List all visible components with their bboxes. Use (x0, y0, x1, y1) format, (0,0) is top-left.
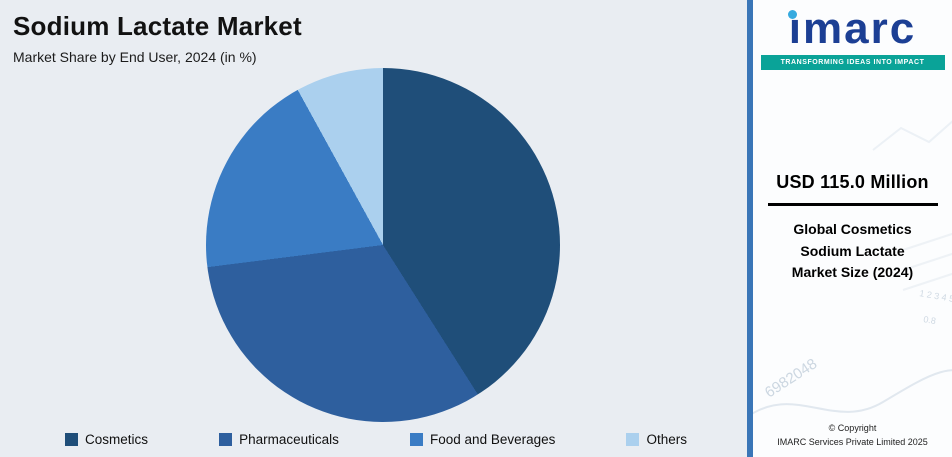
metric-divider (767, 203, 938, 206)
metric-label: Global Cosmetics Sodium Lactate Market S… (791, 221, 914, 281)
watermark-background: 1 2 3 4 5 0.8 6982048 (753, 120, 952, 415)
metric-value: USD 115.0 Million (776, 172, 929, 192)
legend-item: Pharmaceuticals (219, 432, 339, 447)
chart-header: Sodium Lactate Market Market Share by En… (13, 11, 302, 65)
imarc-logo-text: ımarc (788, 4, 917, 53)
chart-subtitle: Market Share by End User, 2024 (in %) (13, 49, 257, 65)
legend-item: Others (626, 432, 687, 447)
imarc-tagline: TRANSFORMING IDEAS INTO IMPACT (760, 55, 945, 70)
legend: Cosmetics Pharmaceuticals Food and Beverag… (0, 432, 747, 447)
legend-swatch (65, 433, 78, 446)
legend-label: Others (646, 432, 687, 447)
legend-label: Pharmaceuticals (239, 432, 339, 447)
market-size-metric: USD 115.0 Million Global Cosmetics Sodiu… (753, 172, 952, 284)
copyright-notice: © Copyright IMARC Services Private Limit… (753, 422, 952, 450)
copyright-line1: © Copyright (828, 423, 877, 434)
brand-sidebar: 1 2 3 4 5 0.8 6982048 ımarc TRANSFORMING… (747, 0, 952, 457)
watermark-line-chart (872, 120, 952, 151)
legend-swatch (626, 433, 640, 446)
imarc-logo-dot-icon (787, 10, 797, 19)
copyright-line2: IMARC Services Private Limited 2025 (777, 437, 928, 448)
chart-panel: Sodium Lactate Market Market Share by En… (0, 0, 747, 457)
legend-swatch (410, 433, 424, 446)
legend-label: Food and Beverages (430, 432, 556, 447)
legend-swatch (219, 433, 233, 446)
watermark-wave (753, 369, 952, 415)
watermark-gridlines (902, 232, 952, 291)
legend-label: Cosmetics (85, 432, 149, 447)
watermark-axis-decimals: 0.8 (923, 314, 937, 326)
legend-item: Cosmetics (65, 432, 148, 447)
pie-chart (206, 68, 560, 422)
imarc-logo: ımarc TRANSFORMING IDEAS INTO IMPACT (760, 4, 945, 70)
sidebar-content: ımarc TRANSFORMING IDEAS INTO IMPACT USD… (753, 0, 952, 457)
legend-item: Food and Beverages (410, 432, 555, 447)
page-title: Sodium Lactate Market (13, 11, 302, 41)
